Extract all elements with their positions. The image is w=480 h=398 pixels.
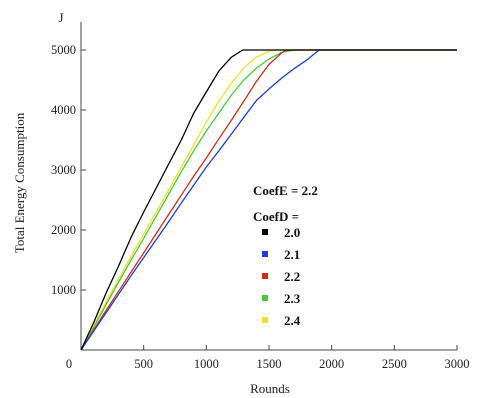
x-axis-title: Rounds [250, 381, 290, 396]
legend-title: CoefD = [253, 209, 299, 224]
y-tick-label-4000: 4000 [51, 103, 76, 117]
legend-swatch-2-1 [262, 251, 268, 257]
y-axis-title: Total Energy Consumption [12, 112, 27, 253]
legend-label-2-1: 2.1 [284, 247, 300, 262]
x-tick-label-0: 0 [66, 357, 72, 371]
series-line-2-2 [80, 49, 457, 351]
y-tick-label-5000: 5000 [51, 43, 76, 57]
y-tick-label-3000: 3000 [51, 163, 76, 177]
y-unit-label: J [58, 10, 63, 25]
y-tick-label-2000: 2000 [51, 223, 76, 237]
legend-swatch-2-3 [262, 295, 268, 301]
legend-swatch-2-2 [262, 273, 268, 279]
x-tick-label-500: 500 [134, 357, 153, 371]
series-line-2-0 [80, 49, 457, 351]
legend: CoefE = 2.2 CoefD = 2.0 2.1 2.2 2.3 2.4 [253, 183, 318, 328]
y-tick-label-1000: 1000 [51, 283, 76, 297]
legend-label-2-4: 2.4 [284, 313, 301, 328]
tick-labels: 0 500 1000 1500 2000 2500 3000 1000 2000 3000 4000… [51, 43, 470, 371]
x-tick-label-1500: 1500 [257, 357, 282, 371]
series-line-2-3 [80, 49, 457, 351]
x-tick-label-1000: 1000 [194, 357, 219, 371]
series-lines [80, 49, 457, 351]
series-line-2-4 [80, 49, 457, 351]
legend-swatch-2-4 [262, 317, 268, 323]
x-tick-label-2500: 2500 [382, 357, 407, 371]
x-tick-label-2000: 2000 [319, 357, 344, 371]
legend-label-2-0: 2.0 [284, 225, 300, 240]
series-line-2-1 [80, 49, 457, 351]
legend-label-2-3: 2.3 [284, 291, 301, 306]
x-tick-label-3000: 3000 [445, 357, 470, 371]
annotation-coefe: CoefE = 2.2 [253, 183, 318, 198]
legend-label-2-2: 2.2 [284, 269, 300, 284]
legend-swatch-2-0 [262, 229, 268, 235]
